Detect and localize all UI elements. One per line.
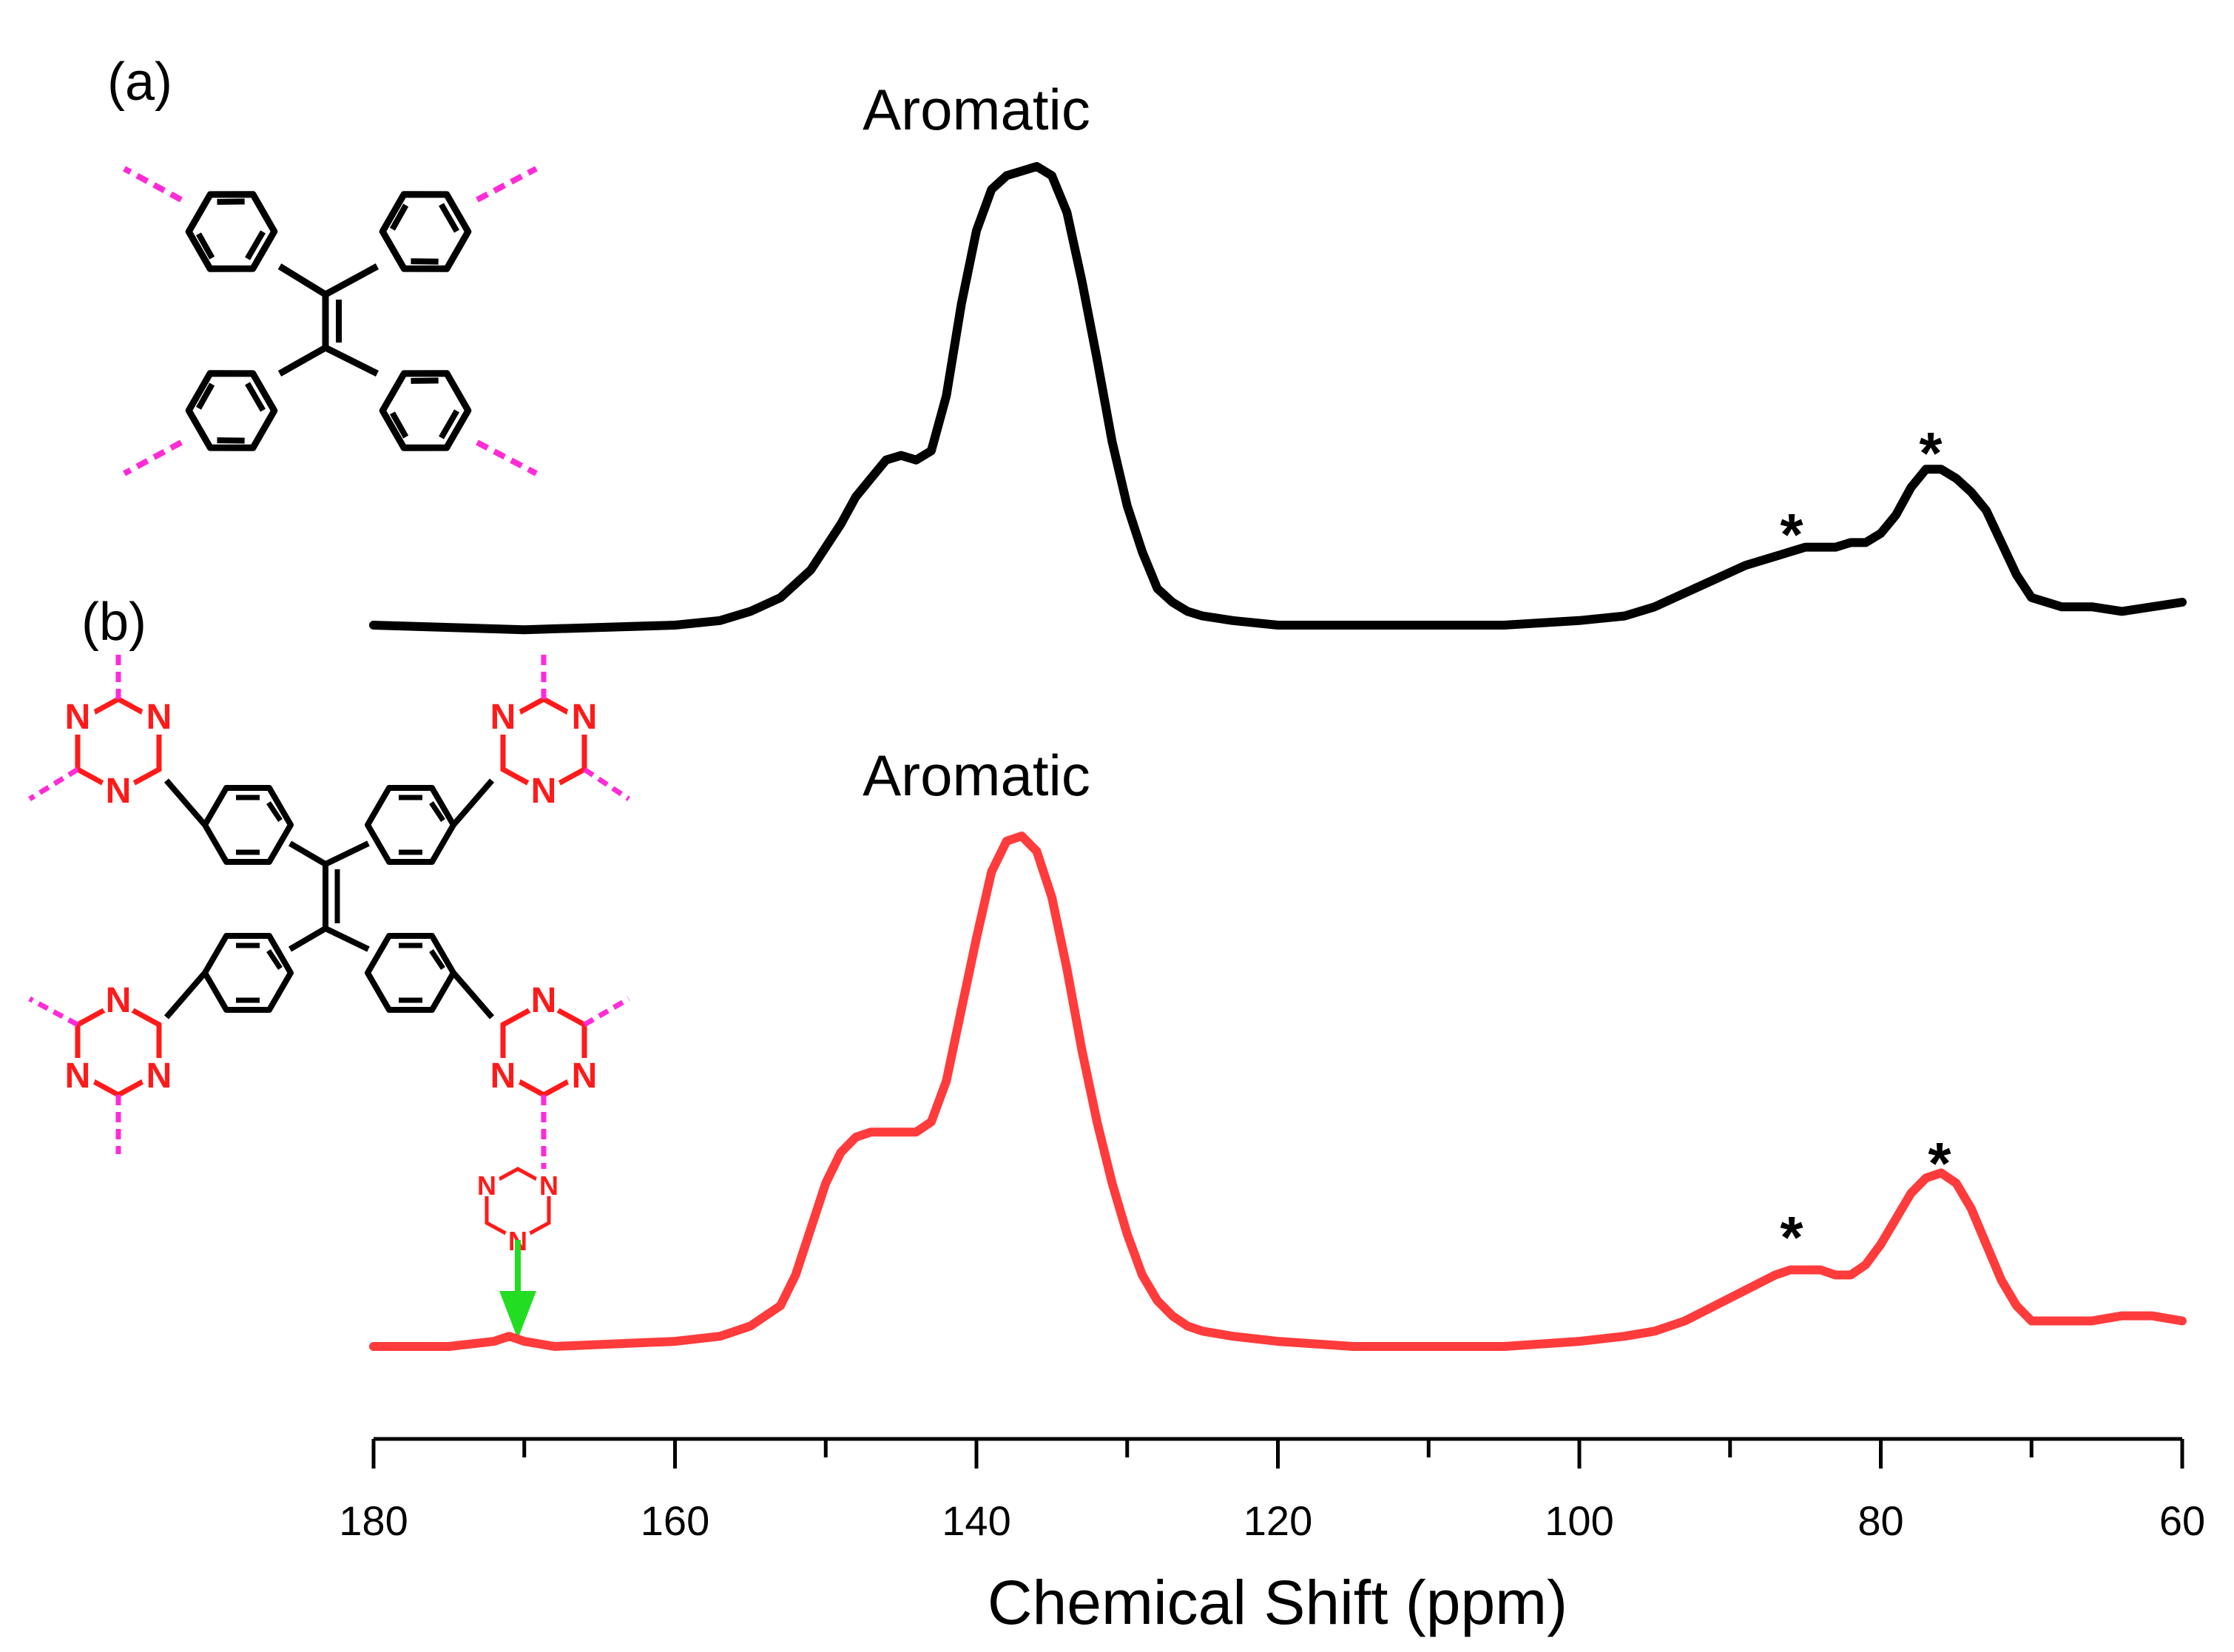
x-tick-label-180: 180	[339, 1497, 408, 1544]
series-line-a	[369, 162, 2187, 635]
nitrogen-atom-label: N	[106, 981, 132, 1020]
annotations: Aromatic * * Aromatic * *	[863, 77, 1951, 1270]
structure-b: (b) NNNNNNNNNNNNNNN	[28, 593, 630, 1339]
nitrogen-atom-label: N	[146, 698, 172, 737]
nitrogen-atom-label: N	[572, 1056, 598, 1096]
panel-label-b: (b)	[81, 593, 146, 652]
x-axis-title: Chemical Shift (ppm)	[988, 1568, 1567, 1637]
nitrogen-atom-label: N	[490, 698, 516, 737]
nitrogen-atom-label: N	[106, 772, 132, 811]
nitrogen-atom-label: N	[490, 1056, 516, 1096]
x-tick-label-80: 80	[1857, 1497, 1903, 1544]
nitrogen-atom-label: N	[477, 1170, 496, 1201]
structure-a: (a)	[107, 53, 538, 476]
aromatic-label-a: Aromatic	[863, 77, 1090, 142]
nitrogen-atom-label: N	[531, 981, 557, 1020]
x-tick-label-120: 120	[1243, 1497, 1312, 1544]
x-tick-label-100: 100	[1545, 1497, 1613, 1544]
asterisk-b-2: *	[1928, 1130, 1951, 1196]
panel-label-a: (a)	[107, 53, 172, 112]
nitrogen-atom-label: N	[572, 698, 598, 737]
nitrogen-atom-label: N	[146, 1056, 172, 1096]
asterisk-a-2: *	[1919, 420, 1943, 486]
series-line-b	[369, 832, 2187, 1351]
x-axis: 180 160 140 120 100 80 60 Chemical Shift (ppm)	[339, 1437, 2205, 1637]
plot-area	[369, 162, 2187, 1351]
x-tick-label-160: 160	[641, 1497, 709, 1544]
nitrogen-atom-label: N	[531, 772, 557, 811]
nitrogen-atom-label: N	[65, 698, 91, 737]
x-tick-label-60: 60	[2159, 1497, 2205, 1544]
asterisk-b-1: *	[1780, 1204, 1803, 1270]
nitrogen-atom-label: N	[65, 1056, 91, 1096]
asterisk-a-1: *	[1780, 502, 1803, 567]
aromatic-label-b: Aromatic	[863, 743, 1090, 808]
nitrogen-atom-label: N	[539, 1170, 558, 1201]
x-tick-label-140: 140	[942, 1497, 1010, 1544]
